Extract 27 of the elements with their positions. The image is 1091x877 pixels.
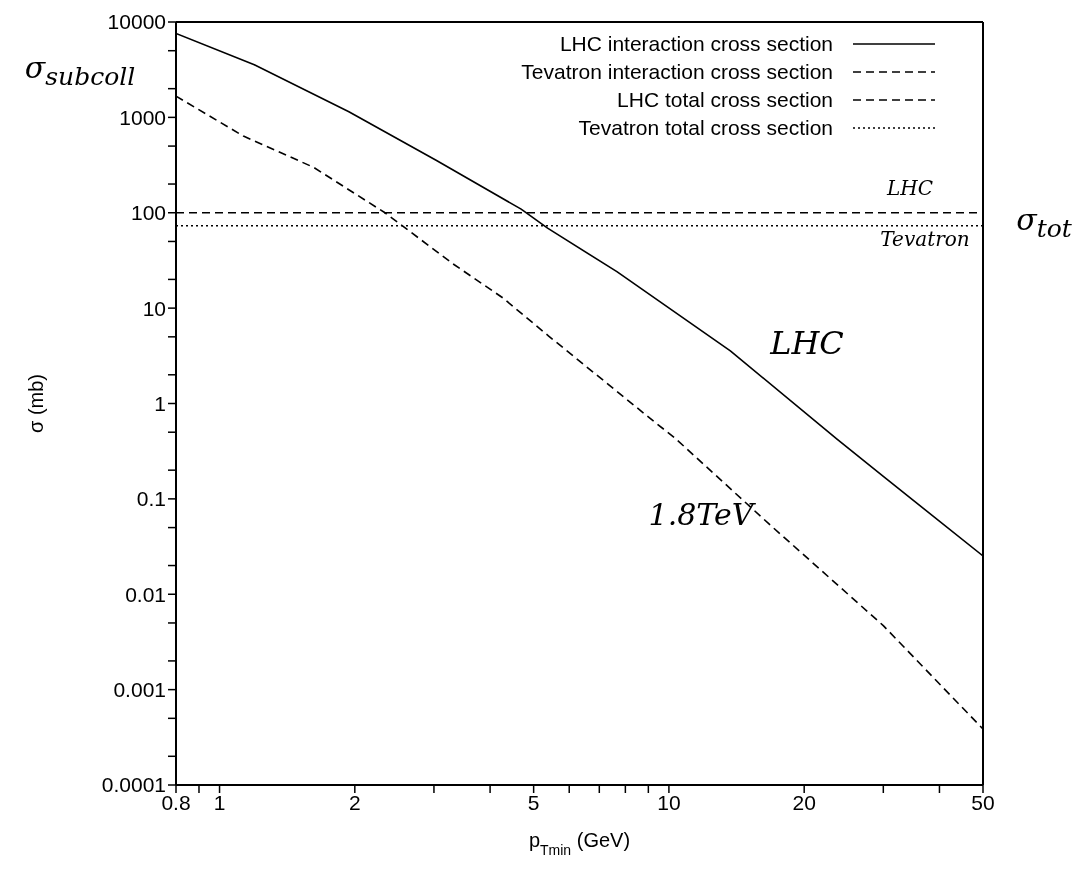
legend-label: Tevatron total cross section — [578, 115, 833, 141]
y-tick-label: 0.1 — [136, 487, 166, 511]
annotation: 1.8TeV — [648, 496, 754, 532]
x-tick-label: 2 — [348, 790, 361, 814]
annotation: LHC — [886, 176, 934, 200]
y-tick-label: 100 — [130, 201, 166, 225]
y-axis-title: σ (mb) — [25, 373, 47, 434]
legend-label: LHC total cross section — [617, 87, 833, 113]
y-tick-label: 1 — [154, 391, 166, 415]
x-tick-label: 5 — [527, 790, 540, 814]
y-tick-label: 10 — [142, 296, 166, 320]
x-tick-label: 50 — [971, 790, 995, 814]
legend-label: Tevatron interaction cross section — [521, 59, 833, 85]
y-tick-label: 10000 — [107, 10, 166, 34]
x-tick-label: 20 — [792, 790, 816, 814]
y-tick-label: 0.0001 — [101, 773, 166, 797]
text: σ$_{subcoll}$ — [24, 49, 136, 91]
y-tick-label: 0.01 — [125, 582, 166, 606]
annotation: LHC — [770, 324, 844, 362]
x-tick-label: 1 — [213, 790, 226, 814]
legend-label: LHC interaction cross section — [559, 31, 833, 57]
text: σ$_{tot}$ — [1016, 201, 1072, 243]
x-tick-label: 10 — [657, 790, 681, 814]
y-tick-label: 1000 — [119, 105, 166, 129]
y-tick-label: 0.001 — [113, 678, 166, 702]
annotation: Tevatron — [880, 227, 970, 251]
x-axis-title: p$_{Tmin}$ (GeV) — [528, 829, 631, 858]
